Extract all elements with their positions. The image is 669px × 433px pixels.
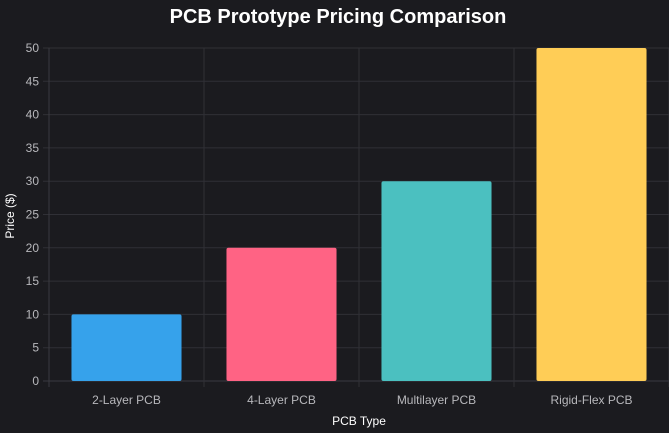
bar[interactable]	[226, 247, 337, 381]
y-tick-label: 30	[26, 174, 40, 188]
y-tick-label: 25	[26, 208, 40, 222]
x-tick-label: Rigid-Flex PCB	[550, 393, 632, 407]
x-axis-title: PCB Type	[332, 414, 386, 428]
bar[interactable]	[381, 181, 492, 381]
y-tick-label: 10	[26, 307, 40, 321]
x-tick-label: 2-Layer PCB	[92, 393, 161, 407]
x-tick-label: Multilayer PCB	[397, 393, 476, 407]
bar[interactable]	[536, 48, 647, 381]
grid	[43, 47, 669, 387]
y-tick-label: 45	[26, 74, 40, 88]
x-tick-label: 4-Layer PCB	[247, 393, 316, 407]
y-axis-ticks: 0 5 10 15 20 25 30 35 40 45 50	[26, 41, 40, 388]
y-tick-label: 0	[32, 374, 39, 388]
y-tick-label: 15	[26, 274, 40, 288]
y-tick-label: 50	[26, 41, 40, 55]
chart-title: PCB Prototype Pricing Comparison	[170, 6, 507, 28]
y-axis-title: Price ($)	[3, 193, 17, 238]
y-tick-label: 5	[32, 341, 39, 355]
bar[interactable]	[71, 314, 182, 381]
y-tick-label: 40	[26, 108, 40, 122]
x-axis-ticks: 2-Layer PCB 4-Layer PCB Multilayer PCB Rigi…	[92, 393, 632, 407]
y-tick-label: 35	[26, 141, 40, 155]
y-tick-label: 20	[26, 241, 40, 255]
bars	[71, 48, 647, 381]
